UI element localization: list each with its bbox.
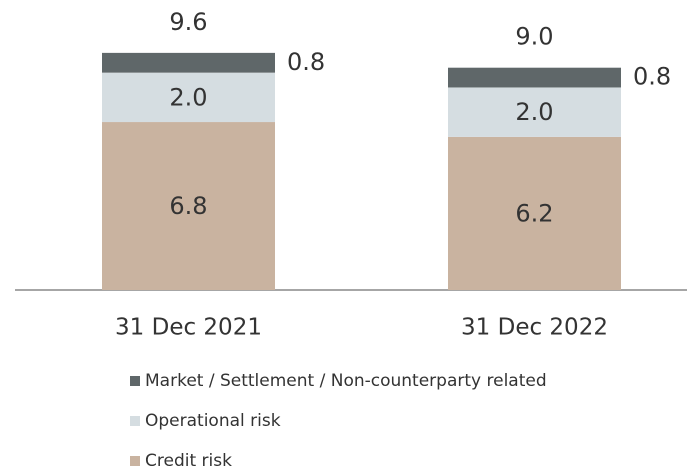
value-label: 0.8 [287,48,325,76]
legend-swatch [130,456,140,466]
value-label: 6.8 [169,192,207,220]
bar-segment [448,87,621,137]
legend-label: Market / Settlement / Non-counterparty r… [145,371,547,391]
legend-label: Credit risk [145,451,232,471]
bar-segment [448,67,621,88]
value-label: 2.0 [515,98,553,126]
x-tick-label: 31 Dec 2021 [115,315,262,341]
total-label: 9.0 [515,23,553,51]
legend-swatch [130,376,140,386]
x-tick-label: 31 Dec 2022 [461,315,608,341]
bar-segment [102,122,275,290]
value-label: 2.0 [169,83,207,111]
total-label: 9.6 [169,8,207,36]
bar-segment [102,52,275,73]
legend-swatch [130,416,140,426]
legend-label: Operational risk [145,411,281,431]
value-label: 0.8 [633,63,671,91]
bar-segment [448,136,621,290]
bar-segment [102,72,275,123]
value-label: 6.2 [515,199,553,227]
